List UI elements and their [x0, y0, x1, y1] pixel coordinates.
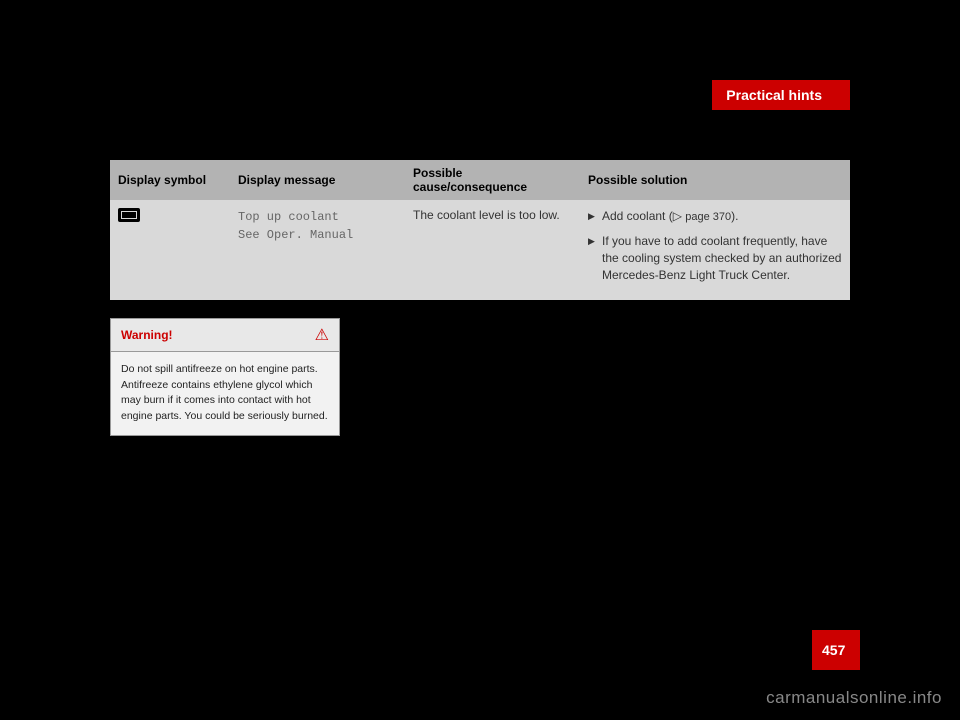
th-cause: Possible cause/consequence — [405, 160, 580, 200]
warning-title: Warning! — [121, 328, 173, 342]
solution-item: Add coolant (▷ page 370). — [588, 208, 842, 225]
th-solution: Possible solution — [580, 160, 850, 200]
cell-message: Top up coolant See Oper. Manual — [230, 200, 405, 300]
solution-list: Add coolant (▷ page 370). If you have to… — [588, 208, 842, 284]
message-line1: Top up coolant — [238, 208, 397, 226]
cell-symbol — [110, 200, 230, 300]
cell-solution: Add coolant (▷ page 370). If you have to… — [580, 200, 850, 300]
coolant-warning-icon — [118, 208, 140, 222]
section-header: Practical hints — [712, 80, 850, 110]
warning-body: Do not spill antifreeze on hot engine pa… — [111, 352, 339, 435]
table-row: Top up coolant See Oper. Manual The cool… — [110, 200, 850, 300]
warning-box: Warning! ⚠ Do not spill antifreeze on ho… — [110, 318, 340, 436]
page-number: 457 — [812, 630, 860, 670]
cell-cause: The coolant level is too low. — [405, 200, 580, 300]
th-symbol: Display symbol — [110, 160, 230, 200]
watermark: carmanualsonline.info — [766, 688, 942, 708]
th-message: Display message — [230, 160, 405, 200]
section-title: Practical hints — [712, 80, 850, 110]
page-ref-icon: ▷ — [673, 209, 686, 223]
diagnostic-table: Display symbol Display message Possible … — [110, 160, 850, 300]
message-line2: See Oper. Manual — [238, 226, 397, 244]
solution-item: If you have to add coolant frequently, h… — [588, 233, 842, 283]
warning-header: Warning! ⚠ — [111, 319, 339, 352]
main-content: Display symbol Display message Possible … — [110, 160, 850, 436]
warning-triangle-icon: ⚠ — [315, 325, 329, 345]
